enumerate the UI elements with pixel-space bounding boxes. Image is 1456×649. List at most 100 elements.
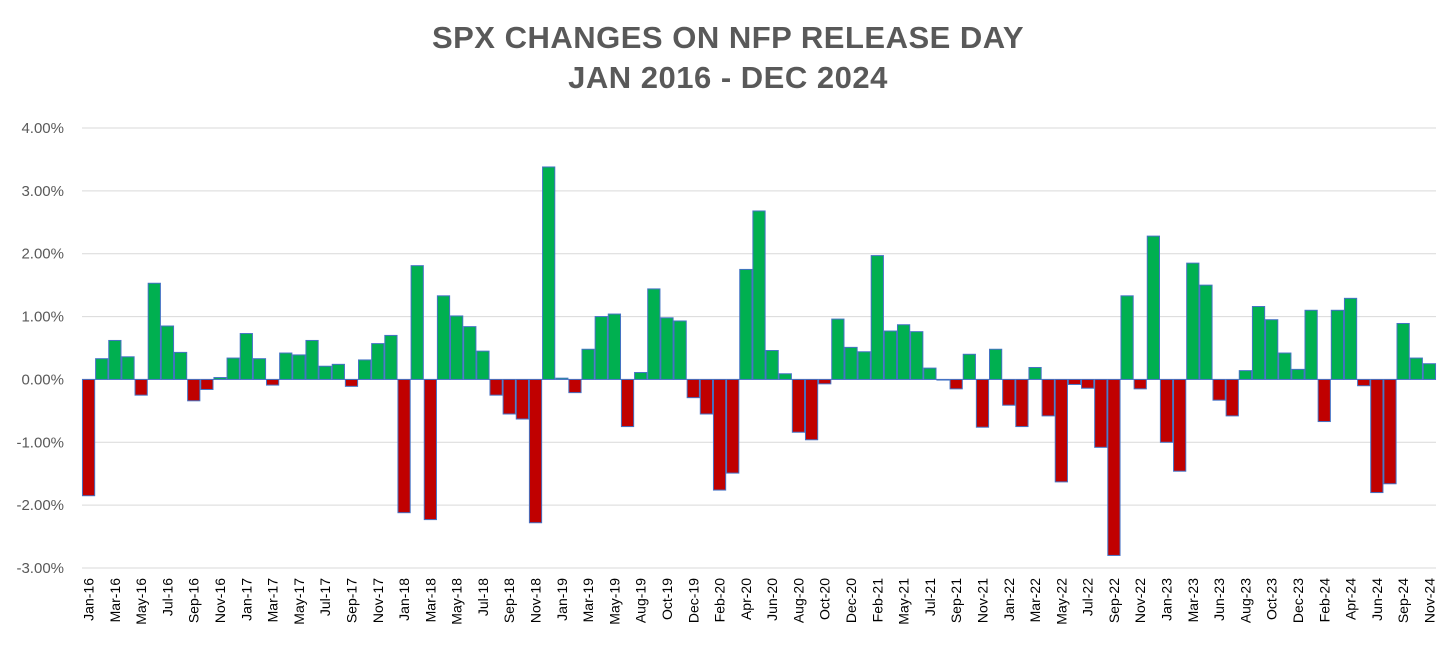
x-tick-label: Sep-17	[343, 578, 359, 623]
x-tick-label: Oct-20	[817, 578, 833, 620]
bar	[936, 378, 950, 381]
bar	[1199, 284, 1213, 380]
y-tick-label: -1.00%	[16, 434, 64, 451]
x-tick-label: May-22	[1053, 578, 1069, 625]
bar	[647, 288, 661, 380]
x-tick-label: Mar-19	[580, 578, 596, 623]
bar	[213, 377, 227, 380]
bar	[1422, 363, 1437, 380]
bar	[1054, 378, 1068, 483]
bar	[397, 378, 411, 514]
bar	[528, 378, 543, 524]
y-tick-label: 2.00%	[21, 246, 64, 263]
x-tick-label: Jul-21	[922, 578, 938, 616]
bar	[384, 334, 398, 380]
bar	[594, 316, 608, 380]
bar	[542, 166, 556, 380]
bar	[1291, 368, 1305, 380]
chart-title: SPX CHANGES ON NFP RELEASE DAY	[431, 20, 1025, 55]
x-tick-label: Sep-24	[1395, 578, 1411, 623]
x-tick-label: Sep-21	[948, 578, 964, 623]
bar	[265, 378, 280, 386]
bar	[752, 210, 766, 380]
bar	[818, 378, 832, 385]
bar	[870, 255, 884, 380]
bar	[279, 352, 293, 380]
bar	[1186, 262, 1200, 380]
bar	[1015, 378, 1029, 428]
bar	[910, 331, 924, 380]
x-tick-label: Nov-24	[1421, 578, 1437, 623]
x-tick-label: Jan-17	[238, 578, 254, 621]
bar	[476, 350, 490, 380]
bar	[81, 378, 96, 497]
bar	[1212, 378, 1226, 401]
bar	[1041, 378, 1055, 417]
x-tick-label: Apr-24	[1343, 578, 1359, 620]
chart-subtitle: JAN 2016 - DEC 2024	[568, 60, 888, 95]
x-tick-label: Mar-16	[107, 578, 123, 623]
bar	[1107, 378, 1121, 556]
y-tick-label: 0.00%	[21, 371, 64, 388]
bar	[1225, 378, 1239, 417]
bar	[699, 378, 714, 415]
x-tick-label: Nov-16	[212, 578, 228, 623]
x-tick-label: Mar-22	[1027, 578, 1043, 623]
bar	[1357, 378, 1371, 387]
bar	[804, 378, 819, 441]
x-tick-label: Sep-16	[186, 578, 202, 623]
bar	[765, 350, 779, 380]
bar	[831, 318, 845, 380]
bar	[791, 378, 806, 433]
bar	[739, 268, 753, 380]
x-tick-label: Feb-21	[869, 578, 885, 623]
x-tick-label: Aug-20	[790, 578, 806, 623]
x-tick-label: Aug-19	[633, 578, 649, 623]
x-tick-label: Nov-21	[974, 578, 990, 623]
bar	[607, 313, 622, 380]
bar	[423, 378, 437, 521]
bar	[962, 353, 976, 380]
bar	[1067, 378, 1082, 385]
bar	[160, 325, 175, 380]
bar	[896, 324, 911, 380]
x-tick-label: Jan-18	[396, 578, 412, 621]
bar	[712, 378, 727, 491]
x-tick-label: Feb-20	[712, 578, 728, 623]
bar	[1304, 309, 1318, 380]
x-tick-label: Jun-24	[1369, 578, 1385, 621]
x-tick-label: Dec-19	[685, 578, 701, 623]
x-tick-label: Jul-16	[159, 578, 175, 616]
bar	[1343, 297, 1358, 380]
x-tick-label: Jan-22	[1001, 578, 1017, 621]
x-tick-label: Jan-19	[554, 578, 570, 621]
x-tick-label: Jan-23	[1159, 578, 1175, 621]
x-tick-label: Aug-23	[1237, 578, 1253, 623]
bar	[436, 295, 451, 380]
bar	[1396, 322, 1410, 380]
bar	[1173, 378, 1187, 472]
bar	[463, 326, 477, 380]
bar	[686, 378, 700, 399]
bar	[620, 378, 635, 428]
x-tick-label: Feb-24	[1316, 578, 1332, 623]
x-tick-label: Apr-20	[738, 578, 754, 620]
bar	[292, 354, 306, 380]
bar	[883, 330, 898, 380]
bar	[173, 351, 188, 380]
bar	[1251, 306, 1266, 380]
bar	[857, 351, 871, 380]
bar	[305, 339, 319, 380]
x-tick-label: Nov-22	[1132, 578, 1148, 623]
bar	[1409, 357, 1423, 380]
bar	[108, 339, 122, 380]
bar	[252, 358, 267, 380]
x-tick-label: Jul-22	[1080, 578, 1096, 616]
y-tick-label: 4.00%	[21, 120, 64, 137]
bar	[358, 359, 372, 380]
bar	[331, 363, 345, 380]
bar	[515, 378, 529, 420]
x-tick-label: Dec-23	[1290, 578, 1306, 623]
